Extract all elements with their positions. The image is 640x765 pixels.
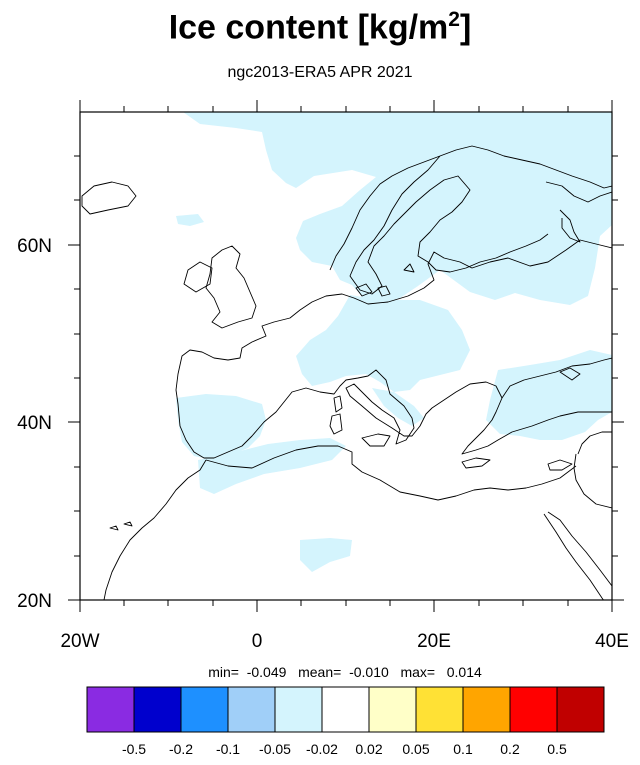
colorbar-labels: -0.5 -0.2 -0.1 -0.05 -0.02 0.02 0.05 0.1 0.2 0.5 bbox=[122, 741, 567, 757]
colorbar-label: -0.02 bbox=[306, 741, 338, 757]
shading-north-atlantic-patch bbox=[176, 214, 204, 226]
shading-north-sea-scandinavia bbox=[183, 112, 612, 305]
colorbar-box bbox=[415, 686, 464, 733]
shading-black-sea-anatolia bbox=[486, 350, 612, 440]
axis-ticks bbox=[68, 100, 624, 612]
axis-labels: 20W 0 20E 40E 20N 40N 60N bbox=[17, 236, 629, 652]
colorbar-label: -0.5 bbox=[122, 741, 146, 757]
colorbar-label: 0.2 bbox=[500, 741, 520, 757]
colorbar-box bbox=[368, 686, 417, 733]
coastline-black-sea bbox=[501, 357, 612, 399]
colorbar: -0.5 -0.2 -0.1 -0.05 -0.02 0.02 0.05 0.1 0.2 0.5 bbox=[86, 686, 605, 757]
coastlines bbox=[81, 145, 612, 600]
colorbar-box bbox=[86, 686, 135, 733]
coastline-baltic-islands bbox=[355, 263, 415, 297]
field-statistics: min= -0.049 mean= -0.010 max= 0.014 bbox=[208, 664, 482, 680]
coastline-red-sea bbox=[543, 511, 612, 600]
coastline-cyprus bbox=[547, 459, 573, 471]
colorbar-boxes bbox=[86, 686, 605, 733]
shading-iberia bbox=[176, 394, 266, 460]
colorbar-box bbox=[133, 686, 182, 733]
coastline-corsica-sardinia bbox=[329, 395, 343, 435]
colorbar-box bbox=[556, 686, 605, 733]
colorbar-box bbox=[274, 686, 323, 733]
colorbar-label: -0.1 bbox=[216, 741, 240, 757]
x-tick-label-20e: 20E bbox=[417, 631, 451, 652]
shading-sahara-patch bbox=[300, 538, 352, 572]
y-tick-label-40n: 40N bbox=[17, 413, 52, 434]
colorbar-label: 0.05 bbox=[402, 741, 429, 757]
colorbar-label: -0.2 bbox=[169, 741, 193, 757]
coastline-great-britain bbox=[205, 245, 257, 329]
coastline-canary-islands bbox=[109, 521, 133, 531]
colorbar-label: 0.1 bbox=[453, 741, 473, 757]
x-tick-label-20w: 20W bbox=[60, 631, 99, 652]
map-panel: 20W 0 20E 40E 20N 40N 60N bbox=[17, 100, 629, 652]
colorbar-label: 0.02 bbox=[355, 741, 382, 757]
colorbar-label: 0.5 bbox=[547, 741, 567, 757]
coastline-eastern-med bbox=[573, 431, 612, 509]
ice-anomaly-shading bbox=[176, 112, 612, 572]
coastline-crete bbox=[461, 457, 491, 469]
colorbar-box bbox=[227, 686, 276, 733]
colorbar-box bbox=[462, 686, 511, 733]
coastline-ireland bbox=[183, 261, 213, 293]
x-tick-label-0: 0 bbox=[252, 631, 263, 652]
colorbar-box bbox=[321, 686, 370, 733]
coastline-north-africa bbox=[103, 445, 577, 600]
plot-title: Ice content [kg/m2] bbox=[168, 8, 472, 47]
y-tick-label-60n: 60N bbox=[17, 236, 52, 257]
coastline-iceland bbox=[81, 181, 137, 215]
shading-central-europe bbox=[296, 295, 470, 392]
y-tick-label-20n: 20N bbox=[17, 591, 52, 612]
coastline-sicily bbox=[361, 433, 391, 447]
colorbar-box bbox=[180, 686, 229, 733]
colorbar-box bbox=[509, 686, 558, 733]
plot-subtitle: ngc2013-ERA5 APR 2021 bbox=[227, 64, 413, 81]
x-tick-label-40e: 40E bbox=[595, 631, 629, 652]
shading-north-africa bbox=[198, 438, 346, 494]
coastline-continent-west bbox=[175, 239, 612, 459]
coastline-white-sea bbox=[545, 181, 612, 243]
coastline-scandinavia bbox=[329, 145, 612, 295]
colorbar-label: -0.05 bbox=[259, 741, 291, 757]
